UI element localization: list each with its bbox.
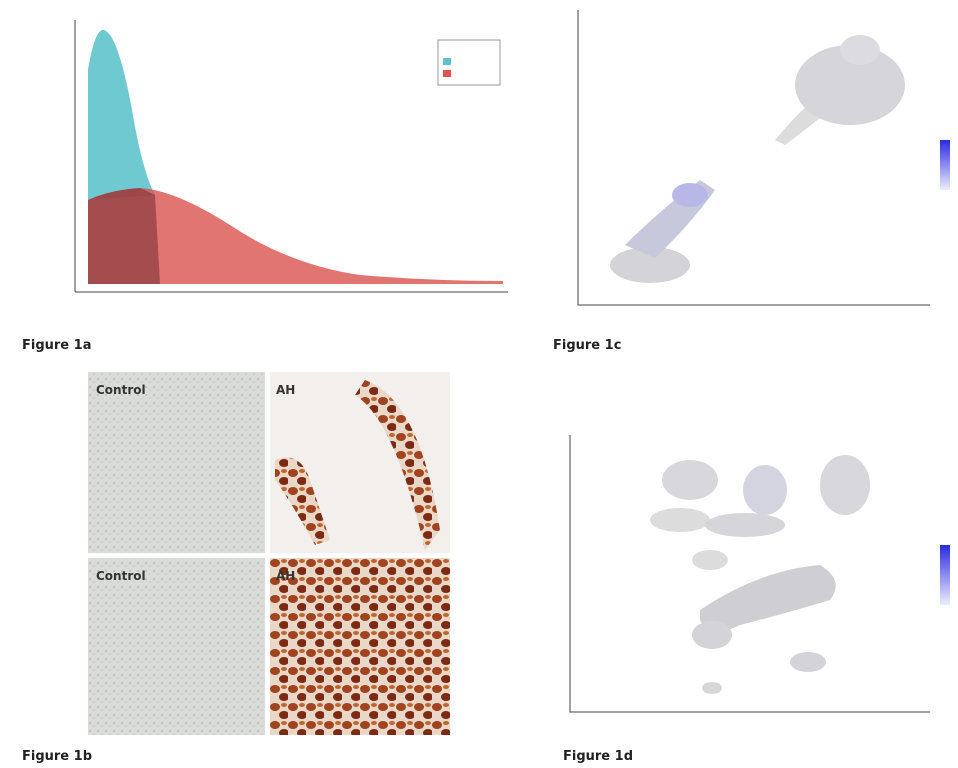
micrograph-label: Control	[96, 569, 146, 583]
micrograph-label: Control	[96, 383, 146, 397]
panel-1c	[577, 10, 950, 306]
micrograph-label: AH	[276, 383, 295, 397]
figure-label: Figure 1c	[553, 338, 621, 353]
panel-1a	[74, 20, 508, 293]
figure-label: Figure 1d	[563, 749, 633, 764]
micrograph-label: AH	[276, 569, 295, 583]
panel-1d	[569, 435, 950, 713]
figure-label: Figure 1a	[22, 338, 91, 353]
figure-label: Figure 1b	[22, 749, 92, 764]
panel-1b	[88, 372, 450, 735]
